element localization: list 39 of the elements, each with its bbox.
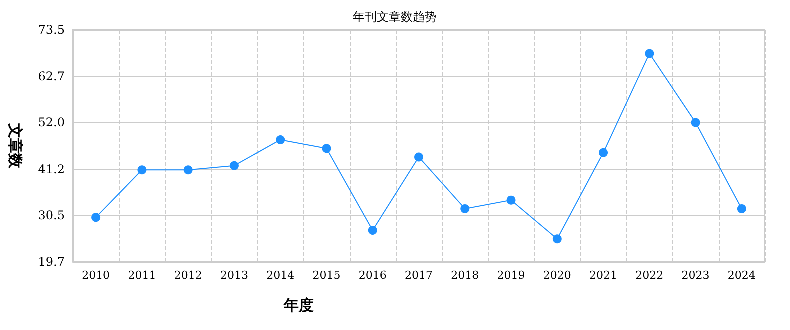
x-tick-label: 2012: [174, 269, 202, 282]
x-tick-label: 2020: [543, 269, 572, 282]
point: [645, 49, 654, 58]
x-tick-label: 2011: [128, 269, 156, 282]
x-tick-label: 2013: [220, 269, 248, 282]
point: [138, 166, 147, 175]
point: [184, 166, 193, 175]
x-tick-label: 2014: [266, 269, 295, 282]
x-tick-label: 2017: [405, 269, 433, 282]
point: [737, 204, 746, 214]
point: [460, 204, 470, 214]
x-tick-label: 2010: [82, 269, 110, 282]
y-tick-label: 19.7: [38, 255, 65, 269]
point: [92, 213, 101, 222]
y-tick-label: 62.7: [38, 70, 65, 84]
x-tick-label: 2024: [728, 269, 756, 282]
chart-title: 年刊文章数趋势: [353, 10, 437, 24]
point: [276, 135, 286, 144]
y-axis-title: 文章数: [6, 122, 24, 170]
y-tick-label: 41.2: [38, 162, 65, 176]
x-tick-label: 2016: [358, 269, 387, 282]
x-tick-label: 2019: [497, 269, 526, 282]
point: [414, 152, 424, 162]
point: [506, 196, 516, 205]
y-tick-label: 30.5: [38, 208, 65, 222]
x-tick-label: 2018: [451, 269, 480, 282]
x-tick-label: 2015: [312, 269, 341, 282]
point: [599, 148, 608, 158]
x-tick-label: 2022: [636, 269, 664, 282]
point: [322, 144, 332, 154]
x-tick-label: 2023: [682, 269, 710, 282]
y-tick-label: 52.0: [38, 116, 65, 130]
point: [230, 161, 239, 170]
point: [691, 118, 700, 128]
x-tick-label: 2021: [590, 269, 618, 282]
y-tick-label: 73.5: [38, 23, 65, 37]
point: [552, 234, 562, 244]
point: [368, 226, 378, 236]
x-axis-title: 年度: [283, 296, 314, 314]
